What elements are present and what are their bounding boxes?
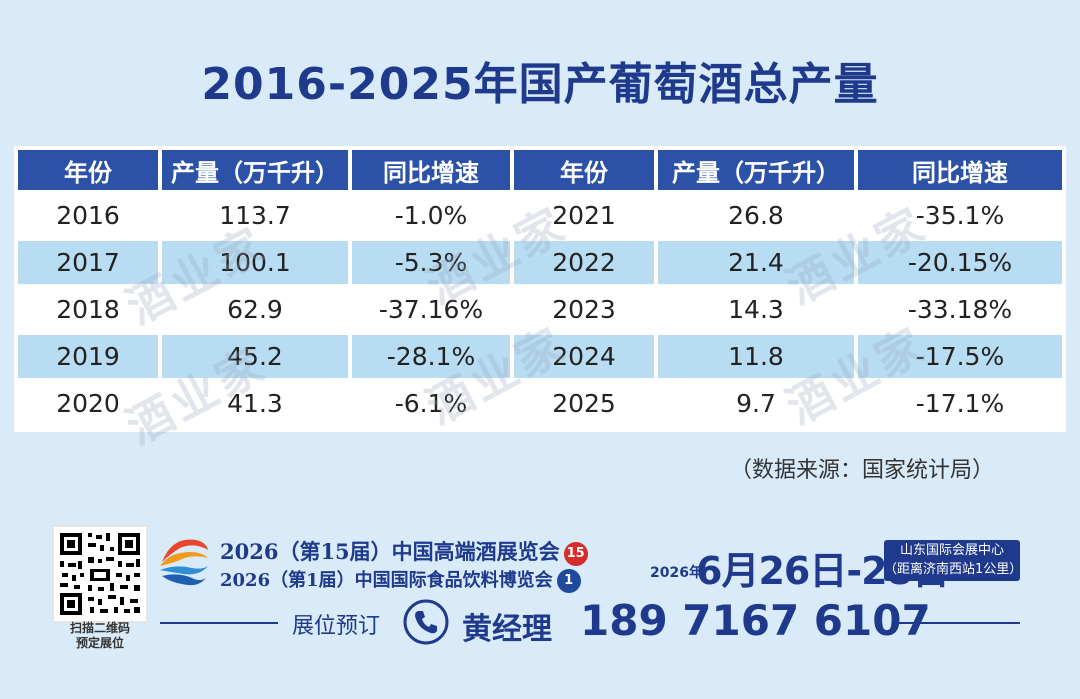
production-table-container: 年份 产量（万千升） 同比增速 年份 产量（万千升） 同比增速 2016 113… [14, 146, 1066, 432]
cell-output: 14.3 [658, 288, 854, 331]
cell-growth: -17.1% [858, 382, 1062, 425]
cell-year: 2019 [18, 335, 158, 378]
cell-output: 62.9 [162, 288, 348, 331]
expo-line-2: 2026（第1届）中国国际食品饮料博览会 1 [220, 566, 581, 593]
qr-code[interactable] [52, 525, 148, 623]
cell-output: 11.8 [658, 335, 854, 378]
phone-icon [403, 599, 449, 645]
table-row: 2020 41.3 -6.1% 2025 9.7 -17.1% [18, 382, 1062, 425]
data-source-note: （数据来源：国家统计局） [730, 458, 995, 483]
divider-right [896, 622, 1020, 624]
table-row: 2018 62.9 -37.16% 2023 14.3 -33.18% [18, 288, 1062, 331]
header-output-right: 产量（万千升） [658, 150, 854, 190]
page-title: 2016-2025年国产葡萄酒总产量 [201, 59, 879, 110]
edition-badge: 15 [563, 541, 588, 566]
venue-badge: 山东国际会展中心 （距离济南西站1公里） [884, 540, 1023, 581]
header-year-right: 年份 [514, 150, 654, 190]
cell-output: 21.4 [658, 241, 854, 284]
production-table: 年份 产量（万千升） 同比增速 年份 产量（万千升） 同比增速 2016 113… [14, 146, 1066, 429]
cell-year: 2021 [514, 194, 654, 237]
expo-line-1-text: 2026（第15届）中国高端酒展览会 [220, 539, 560, 564]
edition-badge: 1 [556, 569, 581, 593]
expo-logo-icon [160, 539, 208, 586]
table-row: 2019 45.2 -28.1% 2024 11.8 -17.5% [18, 335, 1062, 378]
cell-year: 2016 [18, 194, 158, 237]
cell-growth: -17.5% [858, 335, 1062, 378]
cell-growth: -5.3% [352, 241, 510, 284]
cell-output: 41.3 [162, 382, 348, 425]
header-growth-left: 同比增速 [352, 150, 510, 190]
cell-growth: -20.15% [858, 241, 1062, 284]
cell-year: 2017 [18, 241, 158, 284]
divider-left [160, 622, 278, 624]
booth-label: 展位预订 [292, 614, 381, 639]
cell-output: 9.7 [658, 382, 854, 425]
cell-year: 2020 [18, 382, 158, 425]
cell-output: 100.1 [162, 241, 348, 284]
table-row: 2016 113.7 -1.0% 2021 26.8 -35.1% [18, 194, 1062, 237]
cell-growth: -33.18% [858, 288, 1062, 331]
cell-output: 113.7 [162, 194, 348, 237]
cell-year: 2018 [18, 288, 158, 331]
expo-line-2-text: 2026（第1届）中国国际食品饮料博览会 [220, 570, 553, 591]
cell-output: 45.2 [162, 335, 348, 378]
qr-code-icon [54, 527, 146, 621]
qr-label: 扫描二维码 预定展位 [52, 621, 148, 651]
header-output-left: 产量（万千升） [162, 150, 348, 190]
header-growth-right: 同比增速 [858, 150, 1062, 190]
cell-year: 2024 [514, 335, 654, 378]
cell-growth: -37.16% [352, 288, 510, 331]
qr-label-line2: 预定展位 [75, 636, 124, 650]
cell-year: 2022 [514, 241, 654, 284]
cell-year: 2025 [514, 382, 654, 425]
cell-growth: -1.0% [352, 194, 510, 237]
expo-year: 2026年 [650, 565, 703, 581]
cell-growth: -28.1% [352, 335, 510, 378]
venue-note: （距离济南西站1公里） [884, 562, 1023, 577]
contact-name: 黄经理 [462, 612, 552, 647]
header-year-left: 年份 [18, 150, 158, 190]
cell-output: 26.8 [658, 194, 854, 237]
expo-line-1: 2026（第15届）中国高端酒展览会 15 [220, 536, 588, 566]
table-header-row: 年份 产量（万千升） 同比增速 年份 产量（万千升） 同比增速 [18, 150, 1062, 190]
table-row: 2017 100.1 -5.3% 2022 21.4 -20.15% [18, 241, 1062, 284]
qr-label-line1: 扫描二维码 [69, 621, 130, 635]
cell-growth: -6.1% [352, 382, 510, 425]
cell-year: 2023 [514, 288, 654, 331]
phone-number[interactable]: 189 7167 6107 [580, 596, 931, 645]
cell-growth: -35.1% [858, 194, 1062, 237]
venue-name: 山东国际会展中心 [899, 543, 1004, 558]
